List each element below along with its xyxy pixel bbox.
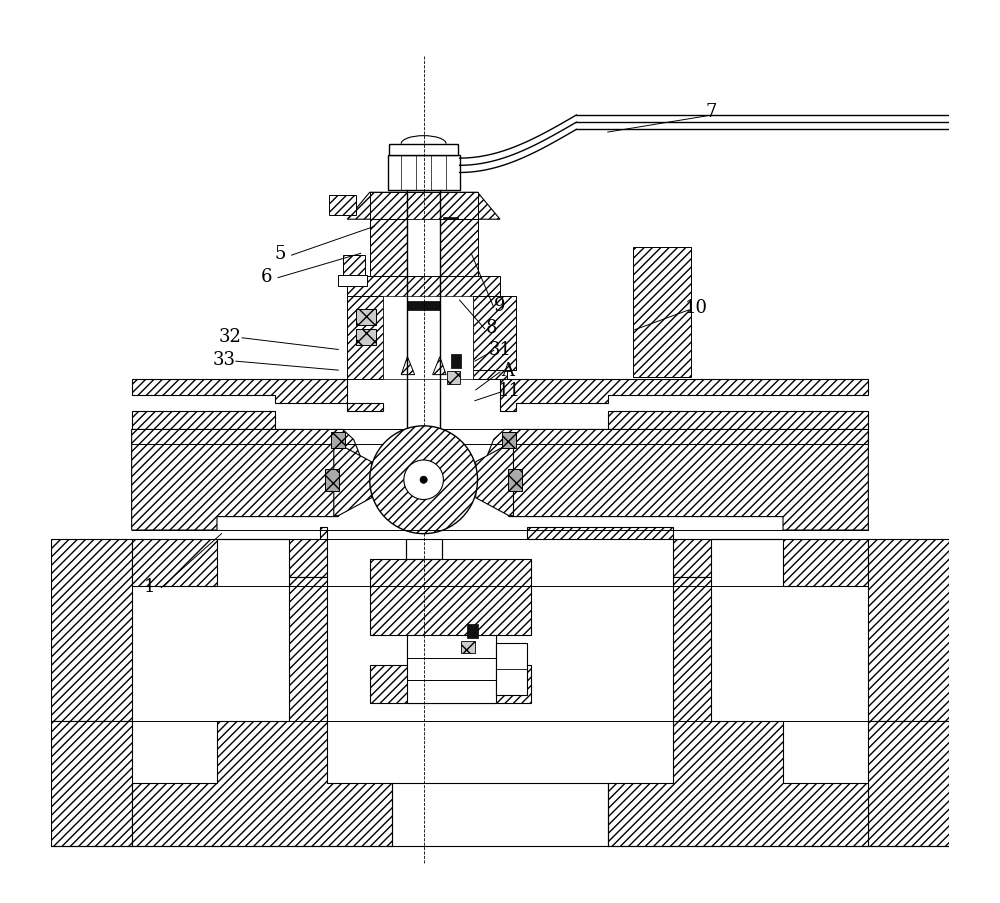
Polygon shape <box>476 444 513 517</box>
Text: A: A <box>501 362 514 380</box>
Polygon shape <box>500 379 868 411</box>
Polygon shape <box>217 527 327 577</box>
Bar <box>356 310 376 326</box>
Bar <box>338 275 367 286</box>
Text: 9: 9 <box>494 297 506 315</box>
Polygon shape <box>527 527 783 577</box>
Polygon shape <box>401 358 415 376</box>
Polygon shape <box>370 559 531 703</box>
Polygon shape <box>433 358 446 376</box>
Bar <box>331 433 345 449</box>
Text: 1: 1 <box>144 577 155 595</box>
Polygon shape <box>132 411 275 458</box>
Text: 33: 33 <box>213 351 236 369</box>
Polygon shape <box>608 411 868 458</box>
Text: 6: 6 <box>261 267 272 285</box>
Polygon shape <box>132 430 365 530</box>
Polygon shape <box>407 636 496 703</box>
Polygon shape <box>347 193 500 220</box>
Bar <box>356 330 376 346</box>
Polygon shape <box>496 644 527 695</box>
Bar <box>447 372 460 384</box>
Text: 5: 5 <box>274 245 286 263</box>
Bar <box>508 470 522 491</box>
Polygon shape <box>406 539 442 559</box>
Bar <box>388 155 460 191</box>
Bar <box>370 220 422 297</box>
Bar <box>451 355 461 369</box>
Polygon shape <box>482 430 868 530</box>
Circle shape <box>370 426 478 534</box>
Bar <box>425 220 478 297</box>
Polygon shape <box>443 219 458 232</box>
Text: 32: 32 <box>219 328 242 346</box>
Bar <box>461 641 475 654</box>
Bar <box>407 302 440 311</box>
Bar <box>370 193 478 220</box>
Circle shape <box>420 477 427 484</box>
Bar <box>347 297 383 379</box>
Bar <box>502 433 516 449</box>
Polygon shape <box>608 577 868 846</box>
Bar <box>467 625 478 638</box>
Bar <box>329 196 356 216</box>
Polygon shape <box>868 721 949 846</box>
Text: 10: 10 <box>684 299 707 317</box>
Bar <box>325 470 339 491</box>
Polygon shape <box>868 539 949 721</box>
Polygon shape <box>132 577 392 846</box>
Polygon shape <box>51 721 132 846</box>
Bar <box>343 256 365 281</box>
Polygon shape <box>783 539 868 586</box>
Text: 7: 7 <box>705 103 717 121</box>
Polygon shape <box>132 539 217 586</box>
Bar <box>347 276 500 302</box>
Polygon shape <box>334 444 372 517</box>
Polygon shape <box>51 539 132 721</box>
Polygon shape <box>407 220 440 297</box>
Bar <box>633 247 691 378</box>
Bar <box>473 371 507 379</box>
Polygon shape <box>132 379 383 411</box>
Text: 11: 11 <box>497 381 520 399</box>
Text: 8: 8 <box>485 319 497 337</box>
Polygon shape <box>383 297 473 379</box>
Bar <box>473 297 516 371</box>
Bar <box>389 144 458 155</box>
Text: 31: 31 <box>488 340 512 358</box>
Circle shape <box>404 461 443 500</box>
